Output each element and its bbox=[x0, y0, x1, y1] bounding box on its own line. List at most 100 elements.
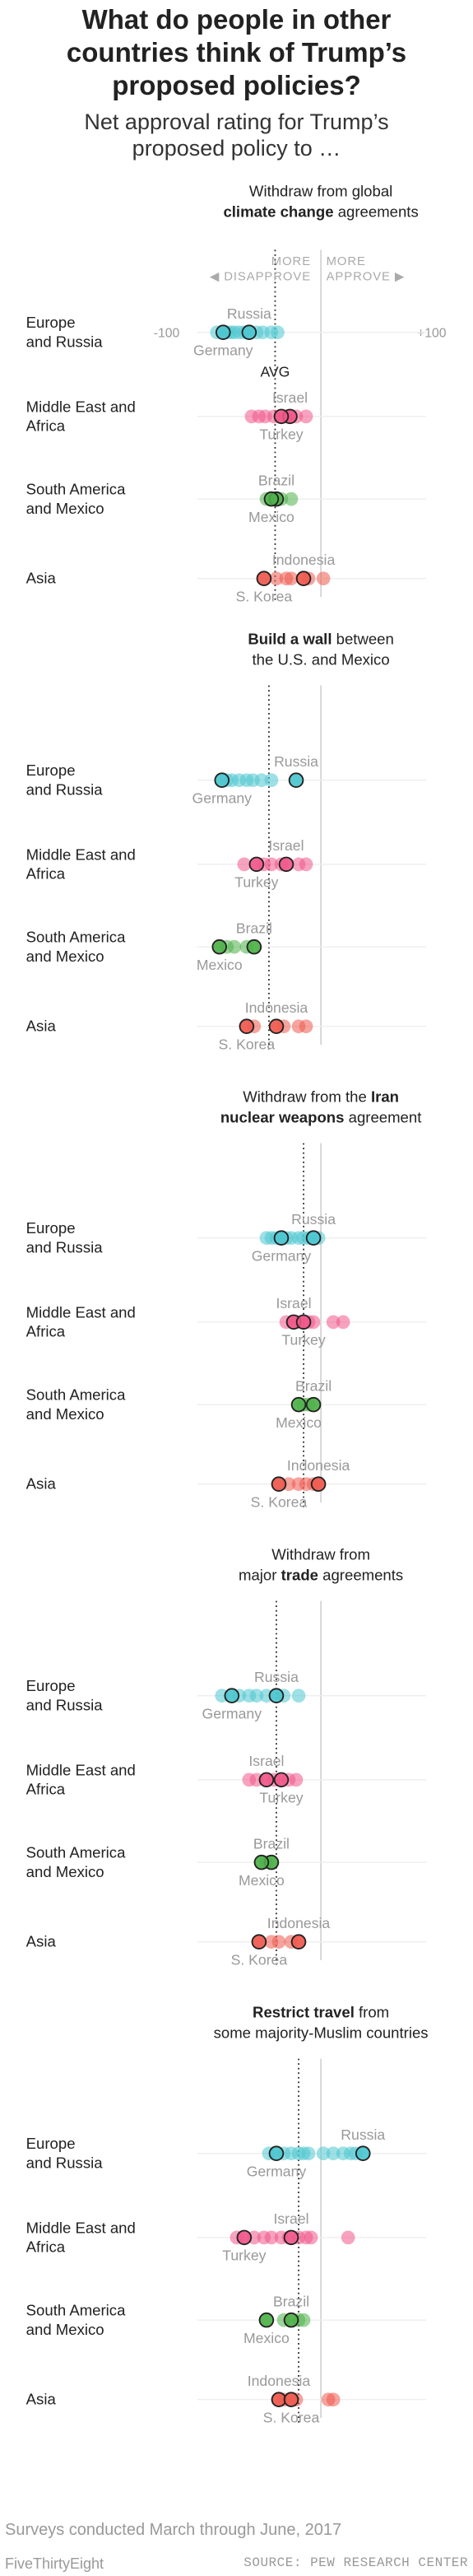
country-dot bbox=[284, 491, 299, 506]
page-title: What do people in other countries think … bbox=[0, 3, 473, 102]
region-row: Middle East and Africa Israel Turkey bbox=[26, 1753, 427, 1806]
country-label: Indonesia bbox=[287, 1457, 350, 1474]
country-label: Turkey bbox=[222, 2248, 266, 2264]
country-dot bbox=[299, 1019, 313, 1034]
country-dot bbox=[227, 939, 242, 954]
country-dot bbox=[296, 2313, 311, 2327]
region-label: and Mexico bbox=[26, 500, 104, 517]
country-label: Turkey bbox=[234, 874, 278, 891]
policy-chart-1: Withdraw from global climate change agree… bbox=[26, 182, 447, 605]
approve-arrow-label: APPROVE ▶ bbox=[327, 271, 406, 284]
policy-chart-5: Restrict travel from some majority-Muslim… bbox=[26, 2003, 429, 2426]
country-dot bbox=[316, 2146, 331, 2161]
highlighted-country-dot bbox=[248, 856, 265, 873]
region-row: Middle East and Africa Israel Turkey bbox=[26, 2210, 427, 2264]
chart-title: Build a wall between bbox=[248, 630, 393, 647]
region-label: Europe bbox=[26, 314, 76, 331]
country-dot bbox=[271, 1935, 286, 1949]
country-label: Germany bbox=[193, 342, 253, 359]
chart-title: nuclear weapons agreement bbox=[220, 1109, 422, 1126]
region-label: and Mexico bbox=[26, 948, 104, 965]
country-label: Israel bbox=[248, 1753, 284, 1769]
highlighted-country-dot bbox=[268, 1018, 285, 1034]
region-row: Middle East and Africa Israel Turkey bbox=[26, 1295, 427, 1349]
region-label: Africa bbox=[26, 417, 66, 435]
highlighted-country-dot bbox=[273, 1230, 290, 1246]
highlighted-country-dot bbox=[290, 1934, 307, 1949]
more-approve-label: MORE bbox=[327, 255, 366, 268]
country-label: Turkey bbox=[259, 1790, 303, 1806]
region-label: and Mexico bbox=[26, 1863, 104, 1880]
country-label: Mexico bbox=[276, 1414, 322, 1431]
country-dot bbox=[299, 857, 313, 872]
region-label: South America bbox=[26, 1386, 126, 1404]
chart-title: major trade agreements bbox=[239, 1567, 403, 1584]
highlighted-country-dot bbox=[295, 571, 312, 587]
highlighted-country-dot bbox=[253, 1854, 270, 1870]
highlighted-country-dot bbox=[239, 1018, 255, 1034]
region-label: Asia bbox=[26, 2390, 57, 2407]
country-dot bbox=[237, 857, 252, 872]
highlighted-country-dot bbox=[268, 1688, 285, 1703]
region-label: and Russia bbox=[26, 2154, 104, 2171]
region-label: South America bbox=[26, 2302, 126, 2319]
highlighted-country-dot bbox=[283, 2312, 299, 2328]
country-label: Germany bbox=[192, 790, 253, 807]
region-row: Asia Indonesia S. Korea bbox=[26, 2373, 427, 2426]
country-label: Russia bbox=[227, 305, 271, 322]
country-label: Israel bbox=[273, 2210, 308, 2227]
region-label: Middle East and bbox=[26, 1761, 136, 1778]
region-label: Africa bbox=[26, 1781, 66, 1798]
region-label: Asia bbox=[26, 1474, 57, 1492]
country-label: Brazil bbox=[273, 2293, 309, 2309]
region-label: and Russia bbox=[26, 780, 104, 798]
highlighted-country-dot bbox=[305, 1230, 322, 1246]
highlighted-country-dot bbox=[273, 1772, 290, 1788]
highlighted-country-dot bbox=[214, 772, 230, 789]
region-row: Asia Indonesia S. Korea bbox=[26, 552, 427, 605]
title-line: proposed policies? bbox=[112, 70, 361, 100]
country-label: Mexico bbox=[248, 509, 294, 525]
max-tick-label: +100 bbox=[417, 326, 447, 340]
highlighted-country-dot bbox=[268, 2145, 285, 2161]
chart-title: Withdraw from the Iran bbox=[243, 1088, 399, 1105]
country-dot bbox=[341, 2230, 355, 2245]
chart-title: Withdraw from bbox=[271, 1545, 370, 1563]
chart-title: some majority-Muslim countries bbox=[214, 2024, 429, 2042]
region-label: Middle East and bbox=[26, 398, 136, 415]
highlighted-country-dot bbox=[271, 1476, 287, 1492]
country-label: Mexico bbox=[243, 2330, 290, 2346]
subtitle-line: Net approval rating for Trump’s bbox=[84, 109, 389, 134]
chart-title: Restrict travel from bbox=[253, 2003, 389, 2020]
region-label: Middle East and bbox=[26, 2219, 136, 2236]
chart-title: the U.S. and Mexico bbox=[253, 651, 390, 668]
region-label: and Mexico bbox=[26, 1405, 104, 1423]
country-label: Mexico bbox=[239, 1872, 285, 1889]
country-label: S. Korea bbox=[251, 1494, 308, 1511]
region-label: Asia bbox=[26, 1017, 57, 1034]
country-dot bbox=[289, 1772, 304, 1787]
country-dot bbox=[299, 409, 313, 424]
country-dot bbox=[264, 2230, 279, 2245]
country-dot bbox=[336, 1315, 350, 1330]
region-row: Asia Indonesia S. Korea bbox=[26, 999, 427, 1053]
country-label: Indonesia bbox=[248, 2373, 311, 2389]
country-dot bbox=[264, 773, 279, 788]
country-label: Germany bbox=[202, 1706, 262, 1722]
region-label: Asia bbox=[26, 569, 57, 586]
region-label: South America bbox=[26, 1844, 126, 1861]
country-label: Brazil bbox=[236, 920, 272, 936]
region-label: South America bbox=[26, 481, 126, 498]
country-dot bbox=[301, 2146, 316, 2161]
more-disapprove-label: MORE bbox=[271, 255, 311, 268]
region-row: Middle East and Africa Israel Turkey bbox=[26, 837, 427, 891]
region-row: Middle East and Africa Israel Turkey bbox=[26, 389, 427, 443]
country-label: S. Korea bbox=[219, 1036, 276, 1053]
country-label: Brazil bbox=[258, 472, 294, 488]
survey-note: Surveys conducted March through June, 20… bbox=[5, 2521, 342, 2539]
